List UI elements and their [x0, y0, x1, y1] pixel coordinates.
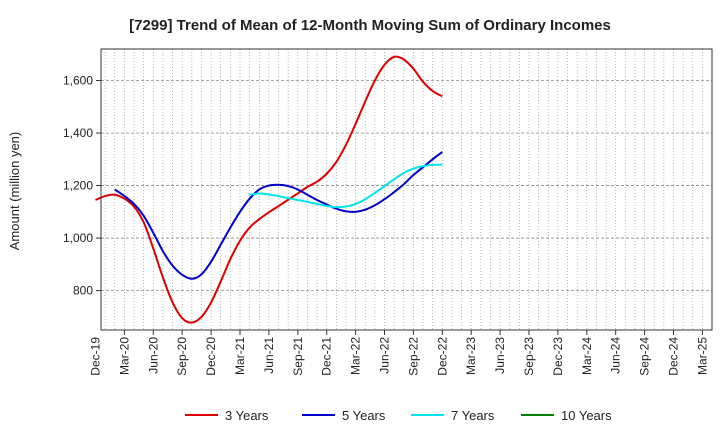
series-lines — [95, 55, 443, 324]
legend-label: 10 Years — [561, 408, 612, 423]
x-tick-label: Mar-22 — [349, 337, 363, 375]
legend-label: 7 Years — [451, 408, 495, 423]
y-axis-title: Amount (million yen) — [7, 132, 22, 251]
x-tick-label: Jun-20 — [146, 337, 160, 374]
series-line-3-years — [95, 55, 443, 324]
x-tick-label: Dec-24 — [667, 337, 681, 376]
x-tick-label: Dec-21 — [320, 337, 334, 376]
x-tick-label: Sep-22 — [406, 337, 420, 376]
x-tick-label: Mar-23 — [464, 337, 478, 375]
legend-label: 5 Years — [342, 408, 386, 423]
x-tick-label: Mar-24 — [580, 337, 594, 375]
x-tick-label: Dec-19 — [89, 337, 103, 376]
x-tick-label: Mar-25 — [695, 337, 709, 375]
y-tick-label: 800 — [73, 284, 93, 298]
x-tick-label: Jun-21 — [262, 337, 276, 374]
series-line-7-years — [249, 163, 443, 209]
plot-frame — [100, 48, 713, 331]
series-line-5-years — [114, 151, 443, 280]
y-tick-label: 1,600 — [63, 74, 93, 88]
x-tick-label: Sep-23 — [522, 337, 536, 376]
x-tick-label: Jun-22 — [378, 337, 392, 374]
y-tick-label: 1,400 — [63, 126, 93, 140]
x-tick-label: Sep-20 — [175, 337, 189, 376]
y-ticks: 800 1,000 1,200 1,400 1,600 — [63, 74, 101, 298]
x-tick-label: Dec-23 — [551, 337, 565, 376]
x-tick-label: Sep-21 — [291, 337, 305, 376]
legend-label: 3 Years — [225, 408, 269, 423]
chart-title: [7299] Trend of Mean of 12-Month Moving … — [129, 17, 611, 34]
x-tick-label: Mar-20 — [117, 337, 131, 375]
x-tick-label: Dec-22 — [435, 337, 449, 376]
x-ticks: Dec-19 Mar-20 Jun-20 Sep-20 Dec-20 Mar-21 Jun-… — [89, 330, 709, 376]
x-tick-label: Jun-23 — [493, 337, 507, 374]
y-tick-label: 1,200 — [63, 179, 93, 193]
x-tick-label: Jun-24 — [609, 337, 623, 374]
x-tick-label: Dec-20 — [204, 337, 218, 376]
x-tick-label: Sep-24 — [638, 337, 652, 376]
grid — [101, 49, 712, 330]
y-tick-label: 1,000 — [63, 231, 93, 245]
x-tick-label: Mar-21 — [233, 337, 247, 375]
legend: 3 Years 5 Years 7 Years 10 Years — [185, 408, 612, 423]
